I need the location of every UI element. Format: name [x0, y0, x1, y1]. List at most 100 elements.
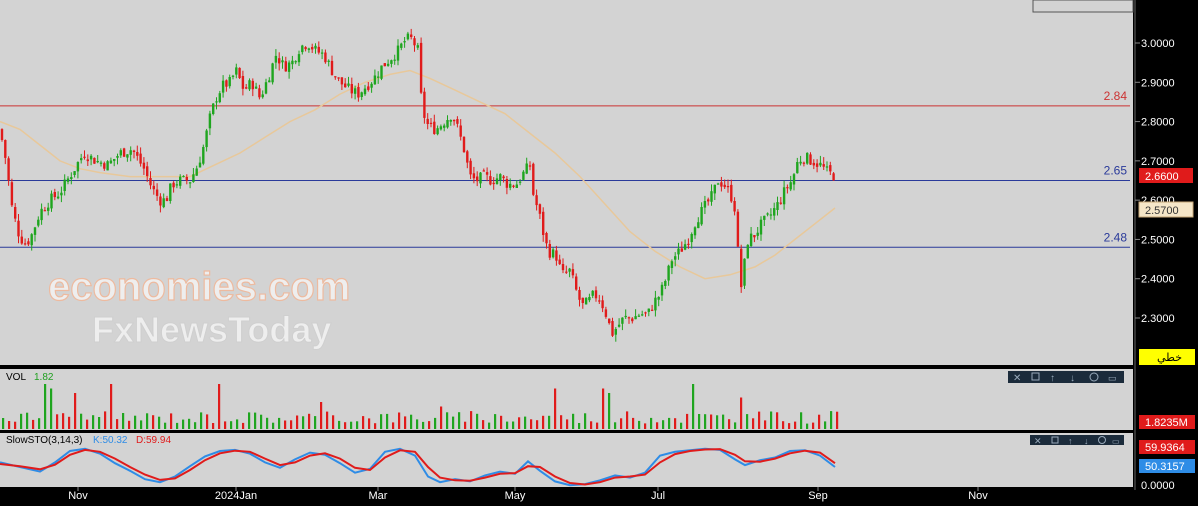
candle-body — [551, 249, 555, 258]
candle-body — [261, 94, 264, 98]
volume-bar — [188, 418, 191, 429]
candle-body — [268, 80, 271, 83]
volume-bar — [218, 384, 221, 429]
candle-body — [462, 136, 466, 153]
volume-bar — [98, 417, 101, 429]
candle-body — [584, 297, 588, 305]
volume-bar — [44, 384, 47, 429]
candle-body — [594, 290, 598, 299]
candle-body — [251, 80, 254, 90]
candle-body — [393, 59, 396, 61]
candle-body — [611, 321, 614, 336]
volume-bar — [320, 402, 323, 429]
top-right-corner-box — [1032, 0, 1134, 13]
candle-body — [466, 151, 469, 163]
candle-body — [819, 162, 822, 166]
candle-body — [571, 269, 575, 276]
settings-icon[interactable] — [1089, 372, 1099, 382]
volume-panel-toolbar[interactable]: ✕ ↑ ↓ ▭ — [1008, 371, 1124, 384]
sto-panel-toolbar[interactable]: ✕ ↑ ↓ ▭ — [1030, 435, 1124, 446]
candle-body — [287, 62, 291, 72]
volume-label: VOL — [6, 372, 26, 383]
candle-body — [396, 45, 400, 61]
candle-body — [730, 184, 733, 202]
volume-bar — [500, 415, 503, 429]
volume-bar — [596, 422, 599, 429]
window-icon[interactable] — [1031, 372, 1040, 381]
volume-bar — [764, 420, 767, 429]
price-axis-tick-label: 2.7000 — [1141, 156, 1175, 168]
volume-bar — [548, 415, 551, 429]
arrow-up-icon[interactable]: ↑ — [1050, 373, 1055, 384]
level-label: 2.65 — [1104, 164, 1128, 178]
candle-body — [512, 185, 515, 187]
candle-body — [218, 93, 221, 103]
candle-body — [433, 121, 436, 134]
sto-d-value: 59.9364 — [1145, 442, 1185, 454]
candle-body — [522, 171, 525, 180]
candle-body — [20, 236, 23, 244]
candle-body — [832, 173, 835, 181]
candle-body — [40, 208, 43, 221]
volume-bar — [332, 415, 335, 429]
price-axis-tick-label: 2.5000 — [1141, 234, 1175, 246]
candle-body — [693, 227, 697, 236]
candle-body — [505, 179, 509, 188]
arrow-down-icon[interactable]: ↓ — [1084, 436, 1089, 446]
candle-body — [66, 178, 70, 182]
close-icon[interactable]: ✕ — [1013, 373, 1021, 384]
candle-body — [740, 248, 743, 288]
candle-body — [294, 61, 297, 63]
candle-body — [0, 129, 4, 140]
candle-body — [452, 119, 456, 122]
volume-bar — [56, 414, 59, 429]
candle-body — [449, 120, 452, 122]
candle-body — [792, 174, 796, 185]
candle-body — [278, 58, 281, 64]
time-axis-label: Mar — [369, 490, 388, 502]
candle-body — [763, 215, 766, 220]
candle-body — [535, 195, 538, 206]
line-tool-button[interactable]: خطي — [1139, 349, 1195, 365]
expand-icon[interactable]: ▭ — [1112, 437, 1120, 446]
candle-body — [14, 207, 17, 219]
volume-bar — [560, 415, 563, 429]
candle-body — [149, 178, 152, 186]
candle-body — [528, 165, 532, 167]
volume-bar — [362, 416, 365, 429]
window-icon[interactable] — [1051, 436, 1059, 444]
candle-body — [231, 75, 235, 77]
candle-body — [746, 244, 749, 259]
candle-body — [786, 187, 789, 189]
sto-k-value: 50.3157 — [1145, 461, 1185, 473]
volume-bar — [806, 423, 809, 429]
candle-body — [126, 154, 129, 158]
time-axis-label: Sep — [808, 490, 828, 502]
candle-body — [215, 101, 218, 103]
moving-average-tag: 2.5700 — [1138, 201, 1194, 218]
volume-bar — [158, 416, 161, 429]
volume-bar — [620, 418, 623, 429]
candle-body — [377, 76, 380, 78]
settings-icon[interactable] — [1098, 436, 1106, 444]
candle-body — [555, 250, 558, 261]
candle-body — [413, 38, 416, 46]
close-icon[interactable]: ✕ — [1034, 436, 1042, 446]
arrow-down-icon[interactable]: ↓ — [1070, 373, 1075, 384]
candle-body — [446, 120, 449, 128]
candle-body — [179, 176, 182, 186]
watermark-line2: FxNewsToday — [92, 309, 331, 350]
candle-body — [33, 227, 37, 235]
oscillator-panel — [0, 433, 1133, 487]
volume-bar — [692, 384, 695, 429]
arrow-up-icon[interactable]: ↑ — [1068, 436, 1073, 446]
candle-body — [509, 183, 512, 188]
candle-body — [205, 130, 208, 148]
volume-bar — [224, 421, 227, 429]
volume-bar — [722, 414, 725, 429]
expand-icon[interactable]: ▭ — [1108, 373, 1117, 383]
volume-bar — [104, 411, 107, 429]
candle-body — [86, 159, 89, 162]
candle-body — [532, 163, 535, 195]
volume-bar — [326, 411, 329, 429]
